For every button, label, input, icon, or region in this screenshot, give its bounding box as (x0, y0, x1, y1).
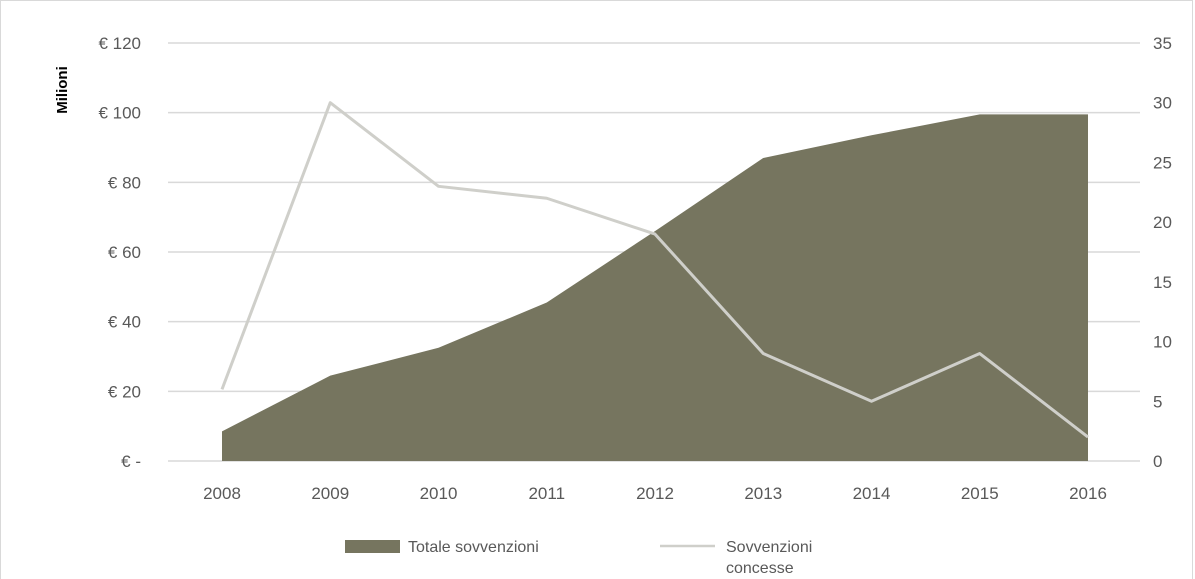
x-tick-label-2015: 2015 (961, 484, 999, 503)
right-tick-label-7: 35 (1153, 34, 1172, 53)
left-tick-label-6: € 120 (98, 34, 141, 53)
right-axis-ticks: 0 5 10 15 20 25 30 35 (1153, 34, 1172, 471)
x-tick-label-2009: 2009 (311, 484, 349, 503)
left-tick-label-0: € - (121, 452, 141, 471)
left-tick-label-4: € 80 (108, 173, 141, 192)
legend-label-sovvenzioni-concesse: Sovvenzioni concesse (726, 539, 812, 577)
x-tick-label-2016: 2016 (1069, 484, 1107, 503)
legend-swatch-totale-sovvenzioni (345, 540, 400, 553)
x-tick-label-2008: 2008 (203, 484, 241, 503)
area-series-totale-sovvenzioni (222, 114, 1088, 462)
x-tick-label-2013: 2013 (744, 484, 782, 503)
x-tick-label-2012: 2012 (636, 484, 674, 503)
right-tick-label-5: 25 (1153, 153, 1172, 172)
right-tick-label-6: 30 (1153, 94, 1172, 113)
right-tick-label-2: 10 (1153, 333, 1172, 352)
x-axis-ticks: 2008 2009 2010 2011 2012 2013 2014 2015 2016 (203, 484, 1107, 503)
right-tick-label-0: 0 (1153, 452, 1162, 471)
x-tick-label-2010: 2010 (420, 484, 458, 503)
x-tick-label-2011: 2011 (528, 484, 565, 503)
left-tick-label-5: € 100 (98, 104, 141, 123)
left-tick-label-3: € 60 (108, 243, 141, 262)
y-axis-label: Milioni (54, 66, 71, 114)
x-tick-label-2014: 2014 (853, 484, 891, 503)
area-layer (221, 114, 1089, 462)
left-tick-label-1: € 20 (108, 382, 141, 401)
right-tick-label-4: 20 (1153, 213, 1172, 232)
left-axis-ticks: € - € 20 € 40 € 60 € 80 € 100 € 120 (98, 34, 141, 471)
legend: Totale sovvenzioni Sovvenzioni concesse (345, 539, 812, 577)
legend-label-totale-sovvenzioni: Totale sovvenzioni (408, 539, 539, 556)
left-tick-label-2: € 40 (108, 313, 141, 332)
line-layer (220, 101, 1089, 439)
right-tick-label-3: 15 (1153, 273, 1172, 292)
right-tick-label-1: 5 (1153, 392, 1162, 411)
